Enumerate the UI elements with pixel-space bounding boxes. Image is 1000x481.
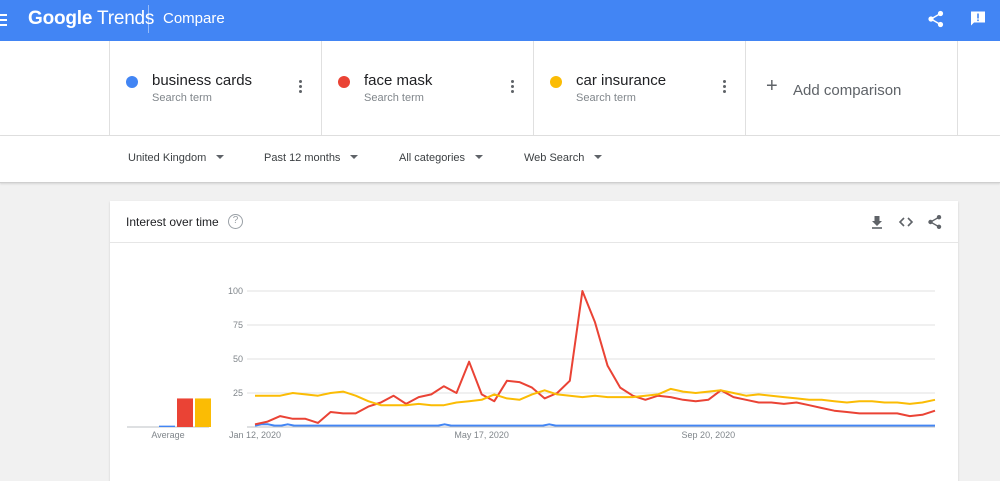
average-bar-car-insurance: [195, 398, 211, 427]
x-tick-label: Sep 20, 2020: [682, 430, 736, 440]
dropdown-arrow-icon: [594, 155, 603, 159]
average-label: Average: [151, 430, 184, 440]
google-trends-logo[interactable]: Google Trends: [28, 8, 154, 30]
search-type-dropdown[interactable]: Web Search: [524, 152, 603, 164]
more-options-icon[interactable]: [511, 80, 515, 94]
menu-icon[interactable]: [0, 11, 8, 29]
y-tick-label: 25: [233, 388, 243, 398]
add-comparison-button[interactable]: + Add comparison: [745, 41, 958, 135]
y-tick-label: 75: [233, 320, 243, 330]
embed-icon[interactable]: [898, 214, 914, 230]
time-range-value: Past 12 months: [264, 152, 341, 164]
region-value: United Kingdom: [128, 152, 207, 164]
card-title: Interest over time: [126, 215, 219, 229]
term-name: face mask: [364, 72, 433, 89]
y-tick-label: 50: [233, 354, 243, 364]
term-color-dot: [126, 76, 138, 88]
share-icon[interactable]: [927, 10, 945, 28]
dropdown-arrow-icon: [475, 155, 484, 159]
term-name: car insurance: [576, 72, 667, 89]
region-dropdown[interactable]: United Kingdom: [128, 152, 225, 164]
feedback-icon[interactable]: [969, 10, 987, 28]
logo-google: Google: [28, 8, 93, 29]
category-dropdown[interactable]: All categories: [399, 152, 484, 164]
term-subtitle: Search term: [152, 92, 212, 104]
dropdown-arrow-icon: [350, 155, 359, 159]
term-face-mask[interactable]: face mask Search term: [321, 41, 533, 135]
x-tick-label: May 17, 2020: [454, 430, 509, 440]
page-title: Compare: [163, 10, 225, 27]
more-options-icon[interactable]: [723, 80, 727, 94]
search-terms-bar: business cards Search term face mask Sea…: [0, 41, 1000, 136]
dropdown-arrow-icon: [216, 155, 225, 159]
more-options-icon[interactable]: [299, 80, 303, 94]
download-icon[interactable]: [869, 214, 885, 230]
term-subtitle: Search term: [364, 92, 424, 104]
term-name: business cards: [152, 72, 253, 89]
term-color-dot: [338, 76, 350, 88]
card-header: Interest over time ?: [110, 201, 958, 243]
term-color-dot: [550, 76, 562, 88]
y-tick-label: 100: [228, 286, 243, 296]
time-range-dropdown[interactable]: Past 12 months: [264, 152, 359, 164]
top-bar: Google Trends Compare: [0, 0, 1000, 41]
series-line-business-cards: [254, 423, 935, 427]
term-business-cards[interactable]: business cards Search term: [109, 41, 321, 135]
interest-over-time-card: Interest over time ? 25 50 75 100 Jan 12, 20…: [110, 201, 958, 481]
average-bar-face-mask: [177, 398, 193, 427]
filter-bar: United Kingdom Past 12 months All catego…: [0, 136, 1000, 183]
help-icon[interactable]: ?: [228, 214, 243, 229]
term-car-insurance[interactable]: car insurance Search term: [533, 41, 745, 135]
term-subtitle: Search term: [576, 92, 636, 104]
interest-over-time-chart[interactable]: 25 50 75 100 Jan 12, 2020 May 17, 2020 Sep 20,…: [110, 244, 958, 481]
logo-trends: Trends: [97, 8, 155, 29]
share-icon[interactable]: [927, 214, 943, 230]
search-type-value: Web Search: [524, 152, 585, 164]
average-bar-business-cards: [159, 425, 175, 427]
plus-icon: +: [766, 75, 778, 97]
header-divider: [148, 5, 149, 33]
add-comparison-label: Add comparison: [793, 82, 902, 99]
x-tick-label: Jan 12, 2020: [229, 430, 281, 440]
series-line-car-insurance: [255, 387, 936, 407]
series-line-face-mask: [254, 290, 936, 426]
category-value: All categories: [399, 152, 466, 164]
